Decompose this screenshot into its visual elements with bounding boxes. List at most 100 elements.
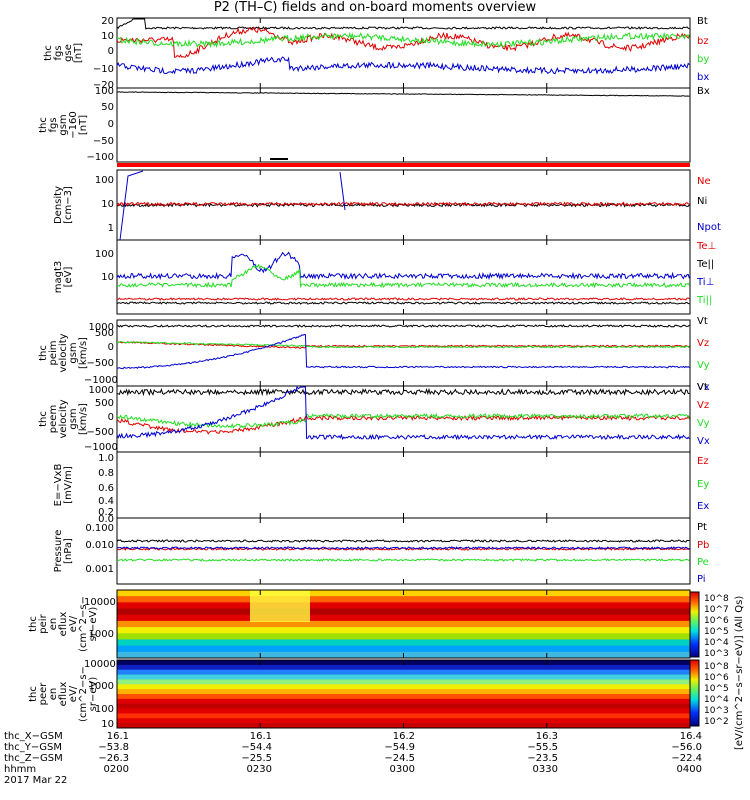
y-tick-label: 0 bbox=[107, 342, 114, 353]
footer-value: 0230 bbox=[246, 764, 272, 775]
peer-spectrogram-band-11 bbox=[117, 713, 690, 719]
panel-frame-efield bbox=[116, 451, 691, 519]
legend-Pt: Pt bbox=[697, 522, 707, 533]
peir-spectrogram-band-2 bbox=[117, 602, 690, 610]
series-Vy-e bbox=[116, 412, 690, 429]
footer-value: −53.8 bbox=[98, 742, 129, 753]
peer-spectrogram-band-6 bbox=[117, 689, 690, 695]
series-Vz-e bbox=[116, 414, 690, 435]
footer-row-label: thc_X−GSM bbox=[4, 731, 63, 742]
series-Vy-i bbox=[116, 340, 690, 349]
colorbar-tick: 10^7 bbox=[704, 605, 729, 615]
legend-by: by bbox=[697, 54, 710, 65]
y-tick-label: 100 bbox=[94, 86, 114, 97]
peer-spectrogram-band-10 bbox=[117, 708, 690, 714]
series-Npot bbox=[119, 170, 346, 241]
peer-spectrogram-band-5 bbox=[117, 684, 690, 690]
y-tick-label: 100 bbox=[94, 249, 114, 260]
y-tick-label: 0.2 bbox=[98, 507, 114, 518]
y-tick-label: 10 bbox=[101, 719, 114, 730]
colorbar-tick: 10^6 bbox=[704, 673, 729, 683]
y-tick-label: 0 bbox=[107, 412, 114, 423]
colorbar-tick: 10^4 bbox=[704, 695, 729, 705]
y-tick-label: 100 bbox=[94, 175, 114, 186]
colorbar-bottom bbox=[689, 659, 700, 727]
panel-frame-pressure bbox=[116, 517, 691, 585]
footer-value: −54.9 bbox=[384, 742, 415, 753]
peir-spectrogram-band-5 bbox=[117, 620, 690, 628]
y-tick-label: 10 bbox=[101, 199, 114, 210]
series-Ne bbox=[116, 201, 690, 207]
legend-Ti||: Ti|| bbox=[697, 295, 713, 306]
legend-Bt: Bt bbox=[697, 16, 708, 27]
footer-value: 0400 bbox=[676, 764, 702, 775]
peer-spectrogram-band-9 bbox=[117, 703, 690, 710]
series-Vt-i bbox=[116, 324, 690, 328]
footer-value: 16.3 bbox=[535, 731, 558, 742]
colorbar-tick: 10^3 bbox=[704, 649, 729, 659]
legend-Vz: Vz bbox=[697, 338, 710, 349]
series-Vt-e bbox=[116, 387, 690, 397]
footer-value: −26.3 bbox=[98, 753, 129, 764]
y-tick-label: 1000 bbox=[88, 681, 114, 692]
peer-spectrogram-band-2 bbox=[117, 669, 690, 676]
series-Te-par bbox=[116, 301, 690, 305]
footer-value: −25.5 bbox=[241, 753, 272, 764]
y-tick-label: 500 bbox=[94, 328, 114, 339]
panel-frame-vele bbox=[116, 385, 691, 453]
colorbar-tick: 10^8 bbox=[704, 662, 729, 672]
series-Bt bbox=[116, 18, 690, 30]
legend-Ey: Ey bbox=[697, 479, 710, 490]
y-tick-label: −500 bbox=[86, 427, 114, 438]
legend-Pi: Pi bbox=[697, 574, 706, 585]
y-axis-label-pressure: Pressure [nPa] bbox=[53, 529, 74, 573]
peir-spectrogram-band-6 bbox=[117, 627, 690, 634]
footer-value: 0330 bbox=[532, 764, 558, 775]
series-Vz-i bbox=[116, 340, 690, 349]
y-tick-label: 10000 bbox=[84, 597, 116, 608]
footer-value: 16.2 bbox=[392, 731, 415, 742]
peer-spectrogram-band-7 bbox=[117, 694, 690, 700]
footer-value: 0300 bbox=[389, 764, 415, 775]
y-tick-label: 20 bbox=[101, 16, 114, 27]
legend-Npot: Npot bbox=[697, 222, 721, 233]
colorbar-tick: 10^6 bbox=[704, 616, 729, 626]
footer-value: 16.1 bbox=[106, 731, 129, 742]
legend-Ni: Ni bbox=[697, 196, 708, 207]
series-Pi bbox=[116, 546, 690, 550]
legend-Ex: Ex bbox=[697, 501, 710, 512]
legend-bz: bz bbox=[697, 36, 709, 47]
y-tick-label: 0.001 bbox=[85, 564, 114, 575]
legend-Ne: Ne bbox=[697, 176, 711, 187]
peer-spectrogram-band-4 bbox=[117, 679, 690, 685]
footer-value: 16.1 bbox=[249, 731, 272, 742]
legend-Ez: Ez bbox=[697, 456, 709, 467]
legend-Vx: Vx bbox=[697, 382, 710, 393]
footer-row-label: hhmm bbox=[4, 764, 37, 775]
legend-Vx: Vx bbox=[697, 436, 710, 447]
y-tick-label: 0.6 bbox=[98, 483, 114, 494]
mode-bar bbox=[117, 163, 690, 167]
y-tick-label: 1000 bbox=[88, 629, 114, 640]
y-tick-label: 10000 bbox=[84, 659, 116, 670]
peir-spectrogram-band-4 bbox=[117, 614, 690, 622]
footer-value: −23.5 bbox=[527, 753, 558, 764]
footer-value: 0200 bbox=[103, 764, 129, 775]
footer-value: −24.5 bbox=[384, 753, 415, 764]
y-tick-label: −100 bbox=[86, 152, 114, 163]
y-tick-label: 0.8 bbox=[98, 468, 114, 479]
series-Vx-e bbox=[116, 385, 690, 441]
legend-Vz: Vz bbox=[697, 400, 710, 411]
y-axis-label-temp: magt3 [eV] bbox=[53, 260, 74, 294]
y-axis-label-fgs: thc fgs gse [nT] bbox=[43, 42, 84, 64]
legend-Pe: Pe bbox=[697, 557, 709, 568]
series-Te-perp bbox=[116, 297, 690, 301]
y-tick-label: −20 bbox=[92, 80, 114, 91]
colorbar-top bbox=[689, 591, 700, 658]
legend-Ti⊥: Ti⊥ bbox=[697, 277, 715, 288]
y-tick-label: −10 bbox=[92, 64, 114, 75]
series-by bbox=[116, 31, 690, 49]
series-Ti-perp bbox=[116, 251, 690, 281]
panel-frame-fgs160 bbox=[116, 87, 691, 163]
y-tick-label: 1 bbox=[107, 223, 114, 234]
